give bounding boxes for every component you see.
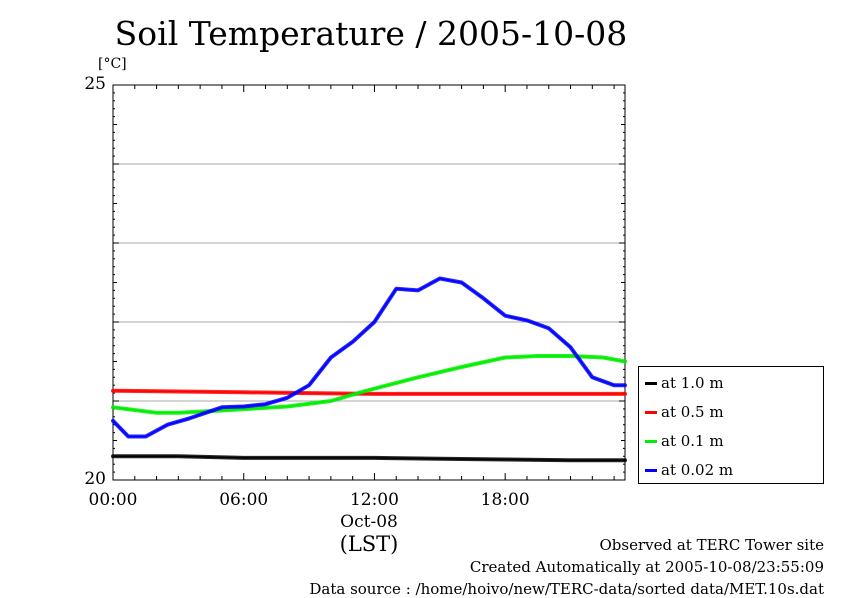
chart-legend: at 1.0 m at 0.5 m at 0.1 m at 0.02 m [638,366,824,484]
legend-item: at 0.02 m [645,459,733,481]
footer-site: Observed at TERC Tower site [599,536,824,554]
legend-item: at 1.0 m [645,372,724,394]
legend-swatch [645,410,657,414]
x-tick-label: 06:00 [219,490,269,510]
series-line-core-1 [113,455,625,462]
x-tick-label: 12:00 [349,490,399,510]
legend-item: at 0.1 m [645,430,724,452]
x-axis-date-label: Oct-08 [340,512,398,532]
legend-label: at 0.5 m [661,403,724,421]
y-tick-label: 20 [84,469,106,489]
y-axis-unit-label: [°C] [98,56,127,72]
x-tick-label: 18:00 [480,490,530,510]
chart-title: Soil Temperature / 2005-10-08 [114,14,628,53]
footer-created: Created Automatically at 2005-10-08/23:5… [469,558,824,576]
plot-frame [112,84,626,481]
x-tick-label: 00:00 [88,490,138,510]
footer-source: Data source : /home/hoivo/new/TERC-data/… [309,580,824,598]
y-tick-label: 25 [84,74,106,94]
legend-swatch [645,381,657,385]
legend-label: at 1.0 m [661,374,724,392]
series-line-core-2 [112,389,625,395]
series-line-core-3 [112,355,626,414]
legend-label: at 0.1 m [661,432,724,450]
series-line-3 [111,354,627,415]
series-line-core-4 [112,277,625,438]
legend-item: at 0.5 m [645,401,724,423]
legend-swatch [645,439,657,443]
x-axis-timezone-label: (LST) [339,532,399,556]
legend-swatch [645,468,657,472]
legend-label: at 0.02 m [661,461,734,479]
